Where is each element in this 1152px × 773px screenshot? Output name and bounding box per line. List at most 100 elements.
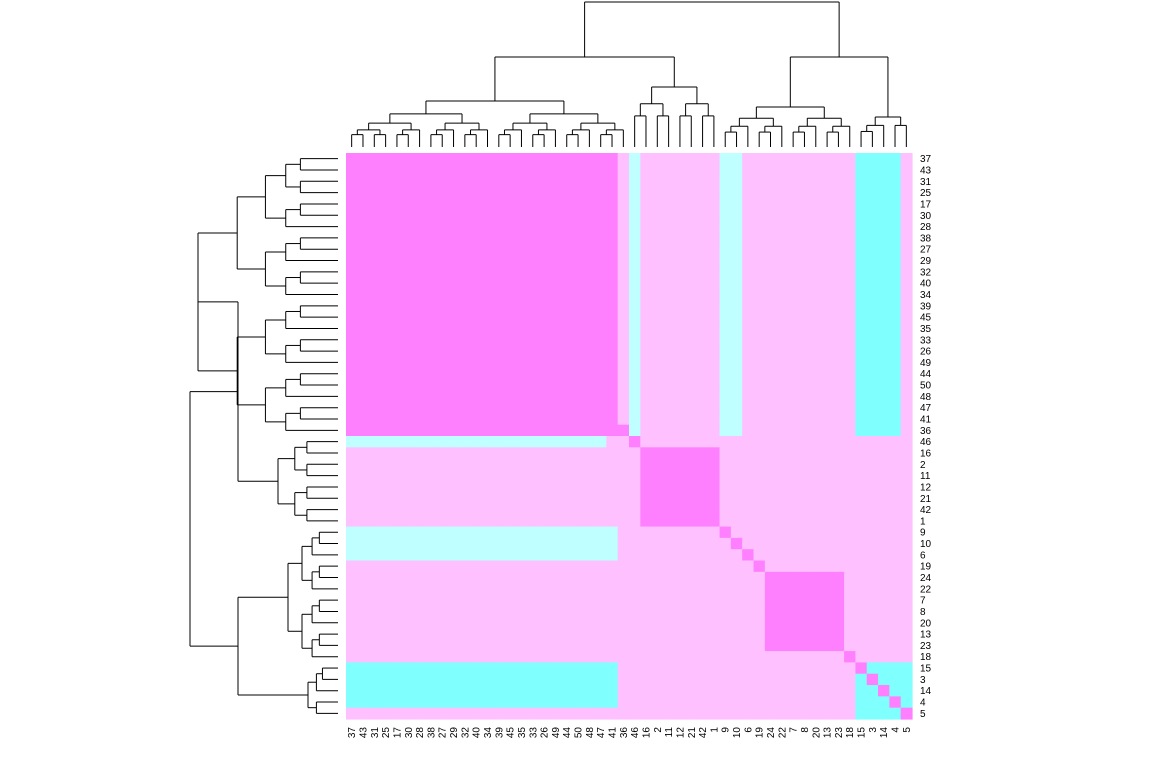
heatmap-cell [470,458,483,471]
heatmap-cell [481,447,494,460]
heatmap-cell [776,685,789,697]
heatmap-cell [685,503,698,516]
heatmap-cell [346,198,358,211]
heatmap-cell [753,515,766,528]
heatmap-cell [662,673,675,686]
heatmap-cell [346,571,358,584]
heatmap-cell [572,243,585,256]
column-label: 36 [619,727,630,739]
heatmap-cell [493,549,506,562]
heatmap-cell [640,503,653,516]
heatmap-cell [889,458,902,471]
heatmap-cell [900,345,913,358]
heatmap-cell [470,288,483,301]
heatmap-cell [719,186,732,199]
heatmap-cell [900,232,913,245]
heatmap-cell [561,651,573,663]
heatmap-cell [708,537,721,550]
heatmap-cell [753,696,766,709]
heatmap-cell [651,232,664,245]
heatmap-cell [504,526,517,539]
heatmap-cell [810,447,823,460]
heatmap-cell [753,503,766,516]
heatmap-cell [832,243,845,256]
heatmap-cell [379,232,392,245]
heatmap-cell [764,639,777,652]
heatmap-cell [866,673,879,686]
heatmap-cell [583,277,596,290]
heatmap-cell [572,345,585,358]
heatmap-cell [583,436,596,448]
heatmap-cell [764,334,777,347]
heatmap-cell [425,469,438,482]
heatmap-cell [470,673,483,686]
row-label: 22 [920,584,932,595]
heatmap-cell [425,288,438,301]
heatmap-cell [346,232,358,245]
heatmap-cell [776,300,789,313]
heatmap-cell [855,220,868,233]
heatmap-cell [346,356,358,369]
heatmap-cell [889,469,902,482]
heatmap-cell [753,334,766,347]
heatmap-cell [527,164,540,177]
heatmap-cell [606,662,619,675]
heatmap-cell [368,164,381,177]
row-label: 44 [920,369,932,380]
heatmap-cell [730,311,743,324]
heatmap-cell [583,356,596,369]
heatmap-cell [617,266,630,279]
heatmap-cell [617,232,630,245]
heatmap-cell [402,198,415,211]
heatmap-cell [651,413,664,426]
heatmap-cell [470,368,483,380]
heatmap-cell [866,266,879,279]
heatmap-cell [561,571,573,584]
heatmap-cell [719,492,732,505]
row-label: 41 [920,415,932,426]
column-label: 37 [347,727,358,739]
heatmap-cell [753,594,766,607]
heatmap-cell [844,311,856,324]
heatmap-cell [764,209,777,222]
heatmap-cell [787,334,800,347]
heatmap-cell [436,322,449,335]
heatmap-cell [708,628,721,641]
heatmap-cell [402,662,415,675]
heatmap-cell [595,628,607,641]
heatmap-cell [674,220,687,233]
heatmap-cell [617,651,630,663]
heatmap-cell [900,424,913,437]
heatmap-cell [470,639,483,652]
heatmap-cell [493,379,506,392]
heatmap-cell [357,175,370,188]
heatmap-cell [821,605,834,618]
column-label: 42 [698,727,709,739]
heatmap-cell [651,311,664,324]
heatmap-cell [515,232,528,245]
heatmap-cell [753,345,766,358]
heatmap-cell [572,390,585,403]
heatmap-cell [493,685,506,697]
heatmap-cell [844,617,856,630]
heatmap-cell [719,413,732,426]
heatmap-cell [821,368,834,380]
heatmap-cell [481,311,494,324]
heatmap-cell [708,322,721,335]
heatmap-cell [391,436,404,448]
heatmap-cell [459,560,472,573]
heatmap-cell [572,458,585,471]
column-label: 5 [902,727,913,733]
heatmap-cell [459,356,472,369]
heatmap-cell [662,605,675,618]
heatmap-cell [459,368,472,380]
heatmap-cell [696,594,709,607]
heatmap-cell [810,560,823,573]
heatmap-cell [764,300,777,313]
heatmap-cell [821,662,834,675]
heatmap-cell [402,617,415,630]
heatmap-cell [798,164,811,177]
heatmap-cell [662,345,675,358]
heatmap-cell [538,685,551,697]
heatmap-cell [810,390,823,403]
